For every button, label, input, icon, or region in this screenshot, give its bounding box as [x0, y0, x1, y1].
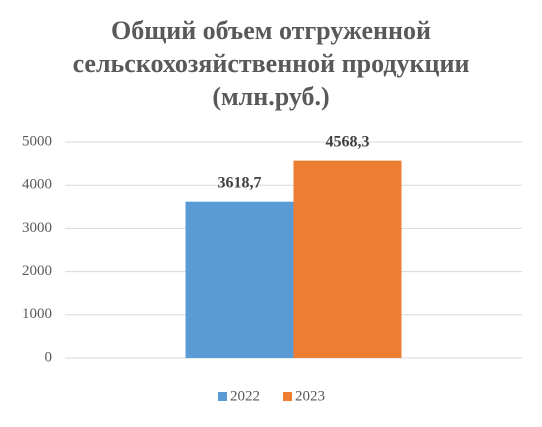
legend-label: 2022	[230, 388, 260, 404]
y-tick-label: 3000	[22, 220, 52, 236]
y-tick-label: 1000	[22, 306, 52, 322]
value-label: 3618,7	[218, 174, 262, 191]
bar	[293, 160, 402, 358]
legend-swatch	[283, 392, 292, 401]
legend-label: 2023	[295, 388, 325, 404]
y-tick-label: 0	[45, 349, 53, 365]
y-tick-label: 5000	[22, 133, 52, 149]
y-tick-label: 2000	[22, 263, 52, 279]
y-tick-label: 4000	[22, 177, 52, 193]
chart-title: Общий объем отгруженной сельскохозяйстве…	[72, 16, 470, 111]
legend-swatch	[218, 392, 227, 401]
bar	[185, 201, 294, 358]
value-label: 4568,3	[326, 133, 370, 150]
